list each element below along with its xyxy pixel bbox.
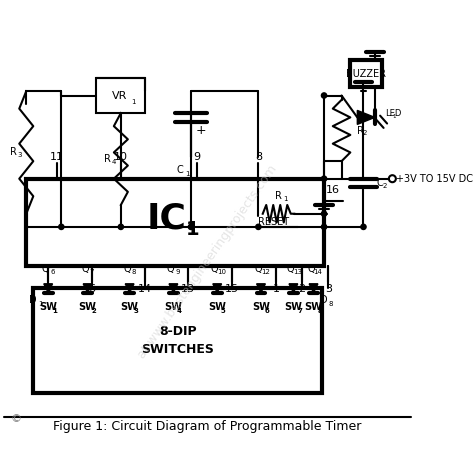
Text: SW: SW [79, 302, 97, 312]
Text: Q: Q [81, 264, 89, 274]
Polygon shape [357, 110, 375, 124]
Text: 8: 8 [132, 269, 136, 275]
Text: 9: 9 [193, 152, 201, 162]
Bar [26, 178, 324, 266]
Bar [96, 78, 145, 113]
Polygon shape [256, 284, 265, 293]
Polygon shape [125, 284, 134, 293]
Text: 10: 10 [217, 269, 226, 275]
Text: 8: 8 [329, 301, 333, 307]
Circle shape [321, 93, 327, 98]
Circle shape [361, 224, 366, 229]
Text: Q: Q [211, 264, 219, 274]
Text: R: R [275, 191, 282, 201]
Text: 15: 15 [225, 284, 239, 294]
Text: +: + [196, 124, 207, 137]
Polygon shape [83, 284, 92, 293]
Text: D: D [320, 295, 328, 305]
Text: Q: Q [123, 264, 131, 274]
Text: 12: 12 [261, 269, 270, 275]
Circle shape [256, 224, 261, 229]
Text: LED: LED [385, 109, 402, 117]
Text: 4: 4 [45, 284, 52, 294]
Text: BUZZER: BUZZER [346, 69, 386, 79]
Text: IC: IC [146, 201, 186, 235]
Text: 7: 7 [297, 308, 302, 314]
Text: R: R [104, 154, 111, 164]
Text: 6: 6 [50, 269, 55, 275]
Bar [33, 288, 322, 393]
Text: 1: 1 [186, 220, 200, 239]
Text: SWITCHES: SWITCHES [141, 343, 214, 356]
Text: SW: SW [121, 302, 138, 312]
Text: 1: 1 [131, 99, 136, 105]
Text: 2: 2 [299, 284, 306, 294]
Text: 6: 6 [89, 284, 95, 294]
Text: at www.bestengineeringprojects.com: at www.bestengineeringprojects.com [136, 163, 280, 361]
Text: 2: 2 [383, 183, 387, 189]
Polygon shape [289, 284, 298, 293]
Text: 6: 6 [265, 308, 270, 314]
Text: C: C [376, 178, 383, 188]
Text: 7: 7 [90, 269, 94, 275]
Text: 1: 1 [283, 196, 288, 202]
Text: 4: 4 [112, 159, 116, 165]
Text: 8: 8 [255, 152, 262, 162]
Polygon shape [44, 284, 53, 293]
Text: 1: 1 [185, 171, 190, 178]
Text: 14: 14 [313, 269, 322, 275]
Text: 1: 1 [38, 301, 43, 307]
Bar [350, 61, 382, 87]
Text: +3V TO 15V DC: +3V TO 15V DC [396, 174, 473, 184]
Circle shape [321, 176, 327, 181]
Text: VR: VR [112, 90, 128, 101]
Text: 13: 13 [293, 269, 302, 275]
Text: SW: SW [252, 302, 270, 312]
Polygon shape [169, 284, 178, 293]
Text: 2: 2 [91, 308, 96, 314]
Text: C: C [176, 165, 183, 175]
Text: 8: 8 [317, 308, 322, 314]
Text: 11: 11 [50, 152, 64, 162]
Text: 10: 10 [114, 152, 128, 162]
Text: Q: Q [167, 264, 174, 274]
Text: 9: 9 [175, 269, 180, 275]
Text: Q: Q [42, 264, 49, 274]
Text: 1: 1 [273, 284, 279, 294]
Text: Figure 1: Circuit Diagram of Programmable Timer: Figure 1: Circuit Diagram of Programmabl… [54, 420, 362, 433]
Text: 8-DIP: 8-DIP [159, 325, 197, 338]
Text: RESET: RESET [258, 218, 290, 227]
Text: 5: 5 [221, 308, 226, 314]
Text: 16: 16 [326, 185, 340, 195]
Text: Q: Q [307, 264, 315, 274]
Text: R: R [357, 125, 364, 136]
Text: SW: SW [208, 302, 226, 312]
Circle shape [59, 224, 64, 229]
Text: ©: © [10, 415, 21, 425]
Text: 3: 3 [133, 308, 138, 314]
Circle shape [321, 211, 327, 216]
Polygon shape [213, 284, 221, 293]
Text: 1: 1 [52, 308, 57, 314]
Text: Q: Q [287, 264, 294, 274]
Text: SW: SW [284, 302, 302, 312]
Text: 13: 13 [181, 284, 195, 294]
Text: SW: SW [39, 302, 57, 312]
Text: 2: 2 [362, 130, 366, 136]
Text: Q: Q [255, 264, 262, 274]
Text: 14: 14 [137, 284, 152, 294]
Circle shape [188, 224, 193, 229]
Text: SW: SW [305, 302, 322, 312]
Text: D: D [29, 295, 37, 305]
Text: 3: 3 [17, 152, 21, 158]
Text: R: R [9, 147, 17, 158]
Text: 4: 4 [177, 308, 182, 314]
Polygon shape [309, 284, 318, 293]
Text: 3: 3 [325, 284, 332, 294]
Circle shape [118, 224, 124, 229]
Text: 1: 1 [392, 114, 396, 119]
Text: SW: SW [164, 302, 182, 312]
Circle shape [321, 224, 327, 229]
